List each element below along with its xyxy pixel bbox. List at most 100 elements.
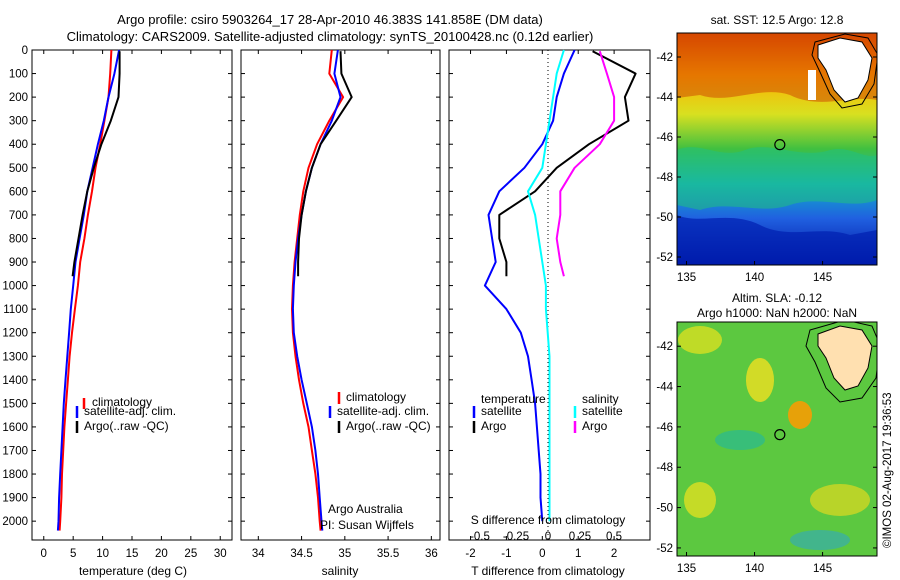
map-y-tick-label: -46 [656, 422, 673, 434]
chart-title-line2: Climatology: CARS2009. Satellite-adjuste… [66, 29, 594, 44]
difference-series [483, 49, 637, 522]
salinity-legend: climatology satellite-adj. clim. Argo(..… [328, 390, 431, 433]
x-tick-label: 36 [425, 548, 438, 560]
tasmania-land [817, 325, 873, 391]
y-tick-label: 800 [9, 233, 28, 245]
chart-title-line1: Argo profile: csiro 5903264_17 28-Apr-20… [117, 12, 543, 27]
sla-map-title-line1: Altim. SLA: -0.12 [732, 291, 822, 305]
legend-t-argo: Argo [481, 419, 507, 433]
sst-map-frame [676, 32, 878, 266]
difference-x-label: T difference from climatology [471, 564, 625, 578]
sla-y-tick-labels: -42 -44 -46 -48 -50 -52 [656, 341, 877, 555]
salinity-x-label: salinity [322, 564, 359, 578]
annotation-argo-australia: Argo Australia [328, 502, 403, 516]
map-y-tick-label: -44 [656, 92, 673, 104]
series-line-argo [498, 50, 637, 277]
y-tick-label: 1300 [2, 351, 28, 363]
sla-coast-contour [805, 322, 877, 403]
top-axis-tick-labels: -0.5 -0.25 0 0.25 0.5 [470, 531, 622, 543]
salinity-axes-frame [240, 49, 441, 541]
y-tick-label: 0 [22, 45, 28, 57]
series-line-climatology [58, 49, 113, 531]
series-line-satellite [483, 49, 576, 522]
y-tick-label: 2000 [2, 516, 28, 528]
top-tick-label: -0.5 [470, 531, 490, 543]
sla-anomaly [684, 482, 716, 518]
y-tick-label: 300 [9, 116, 28, 128]
y-tick-label: 1200 [2, 328, 28, 340]
y-tick-label: 600 [9, 186, 28, 198]
legend-climatology: climatology [346, 390, 406, 404]
map-x-tick-label: 135 [677, 563, 696, 575]
x-tick-label: 30 [214, 548, 227, 560]
sla-map: Altim. SLA: -0.12 Argo h1000: NaN h2000:… [656, 291, 878, 575]
legend-satellite-adj: satellite-adj. clim. [84, 404, 176, 418]
temperature-series [56, 49, 121, 531]
salinity-axis-ticks: 34 34.5 35 35.5 36 [241, 49, 440, 560]
sst-map-title: sat. SST: 12.5 Argo: 12.8 [711, 13, 844, 27]
legend-temperature-title: temperature [481, 392, 546, 406]
x-tick-label: 34.5 [290, 548, 312, 560]
top-tick-label: 0.25 [569, 531, 591, 543]
sst-coast-contour [811, 33, 877, 109]
map-x-tick-label: 140 [745, 272, 764, 284]
top-tick-label: -0.25 [503, 531, 529, 543]
map-y-tick-label: -42 [656, 52, 673, 64]
annotation-pi: PI: Susan Wijffels [320, 518, 414, 532]
sla-map-title-line2: Argo h1000: NaN h2000: NaN [697, 306, 857, 320]
legend-salinity-title: salinity [582, 392, 619, 406]
map-y-tick-label: -52 [656, 252, 673, 264]
x-tick-label: 10 [96, 548, 109, 560]
y-tick-label: 500 [9, 163, 28, 175]
y-tick-label: 100 [9, 69, 28, 81]
imos-credit: ©IMOS 02-Aug-2017 19:36:53 [882, 392, 894, 548]
map-y-tick-label: -50 [656, 212, 673, 224]
legend-satellite-adj: satellite-adj. clim. [337, 404, 429, 418]
y-tick-label: 200 [9, 92, 28, 104]
sla-anomaly [715, 430, 765, 450]
map-y-tick-label: -48 [656, 172, 673, 184]
x-tick-label: 5 [70, 548, 76, 560]
x-tick-label: -2 [465, 548, 475, 560]
difference-axis-ticks: -2 -1 0 1 2 [449, 49, 650, 560]
series-line-argo-raw-qc [71, 51, 121, 277]
x-tick-label: 34 [252, 548, 265, 560]
salinity-panel: 34 34.5 35 35.5 36 salinity climatology sate… [240, 49, 441, 578]
temperature-axis-ticks: 0100200300400500600700800900100011001200… [2, 45, 232, 560]
legend-t-satellite: satellite [481, 404, 522, 418]
sla-map-frame [676, 321, 878, 557]
map-x-tick-label: 145 [813, 563, 832, 575]
salinity-series [291, 49, 353, 531]
difference-legend: temperature satellite Argo salinity sate… [472, 392, 623, 433]
map-y-tick-label: -50 [656, 503, 673, 515]
temperature-panel: 0100200300400500600700800900100011001200… [2, 45, 233, 578]
sla-anomaly [746, 358, 774, 402]
difference-panel: -2 -1 0 1 2 T difference from climatology S … [448, 49, 651, 578]
map-y-tick-label: -42 [656, 341, 673, 353]
sst-front-band [677, 147, 877, 210]
x-tick-label: 35.5 [377, 548, 399, 560]
series-line-satellite-adj-clim [291, 49, 342, 531]
legend-s-satellite: satellite [582, 404, 623, 418]
map-x-tick-label: 135 [677, 272, 696, 284]
x-tick-label: 0 [41, 548, 47, 560]
temperature-legend: climatology satellite-adj. clim. Argo(..… [75, 395, 176, 433]
map-y-tick-label: -46 [656, 132, 673, 144]
sla-anomaly [810, 484, 870, 516]
sla-anomaly [790, 530, 850, 550]
x-tick-label: 20 [155, 548, 168, 560]
x-tick-label: 35 [338, 548, 351, 560]
x-tick-label: 1 [575, 548, 581, 560]
y-tick-label: 1000 [2, 281, 28, 293]
series-line-argo-raw-qc [297, 51, 353, 277]
y-tick-label: 1100 [3, 304, 28, 316]
x-tick-label: 0 [539, 548, 545, 560]
legend-climatology: climatology [92, 395, 152, 409]
sla-x-tick-labels: 135 140 145 [677, 552, 832, 575]
sst-float-position-marker [774, 139, 786, 151]
y-tick-label: 900 [9, 257, 28, 269]
y-tick-label: 1400 [2, 375, 28, 387]
x-tick-label: -1 [501, 548, 511, 560]
y-tick-label: 1800 [2, 469, 28, 481]
